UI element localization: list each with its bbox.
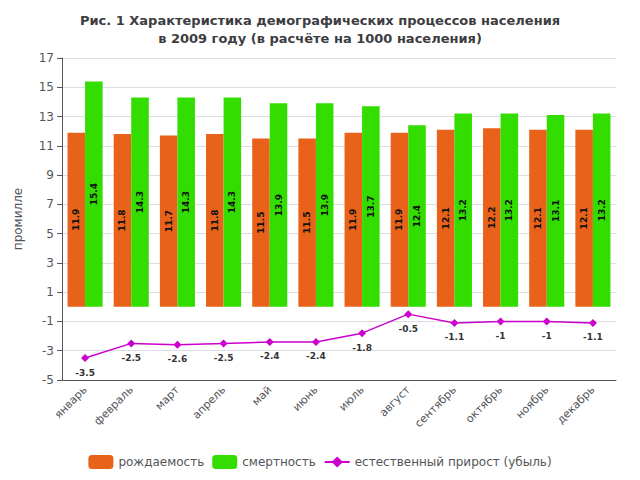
svg-text:14.3: 14.3 (227, 191, 237, 213)
svg-text:апрель: апрель (190, 383, 228, 421)
svg-text:11.5: 11.5 (302, 212, 312, 234)
svg-text:март: март (153, 383, 183, 413)
svg-text:-1: -1 (542, 331, 552, 341)
svg-text:смертность: смертность (242, 455, 315, 469)
svg-text:-2.4: -2.4 (260, 351, 280, 361)
svg-text:13.9: 13.9 (320, 194, 330, 216)
svg-text:12.2: 12.2 (487, 206, 497, 228)
svg-text:ноябрь: ноябрь (513, 383, 551, 421)
svg-text:промилле: промилле (11, 188, 25, 250)
svg-text:-3: -3 (42, 344, 54, 358)
svg-text:-0.5: -0.5 (398, 324, 418, 334)
svg-text:11.9: 11.9 (348, 209, 358, 231)
svg-text:11.8: 11.8 (210, 209, 220, 231)
svg-text:14.3: 14.3 (135, 191, 145, 213)
svg-text:июнь: июнь (290, 383, 320, 413)
svg-text:3: 3 (46, 256, 54, 270)
svg-text:11.9: 11.9 (71, 209, 81, 231)
svg-text:5: 5 (46, 227, 54, 241)
svg-text:рождаемость: рождаемость (118, 455, 204, 469)
svg-text:сентябрь: сентябрь (412, 383, 459, 430)
svg-text:-1.1: -1.1 (445, 332, 465, 342)
svg-text:в 2009 году (в расчёте на 1000: в 2009 году (в расчёте на 1000 населения… (158, 31, 482, 46)
svg-text:13.2: 13.2 (597, 199, 607, 221)
svg-text:май: май (249, 383, 274, 408)
svg-text:12.1: 12.1 (533, 207, 543, 229)
svg-text:12.1: 12.1 (441, 207, 451, 229)
svg-text:-3.5: -3.5 (75, 368, 95, 378)
svg-text:11.9: 11.9 (394, 209, 404, 231)
svg-text:11.8: 11.8 (117, 209, 127, 231)
svg-text:11.5: 11.5 (256, 212, 266, 234)
svg-text:февраль: февраль (91, 383, 135, 427)
svg-text:13.2: 13.2 (458, 199, 468, 221)
svg-text:15.4: 15.4 (89, 183, 99, 205)
svg-text:13.9: 13.9 (274, 194, 284, 216)
svg-text:-2.4: -2.4 (306, 351, 326, 361)
svg-text:13: 13 (39, 110, 54, 124)
svg-text:11: 11 (39, 139, 54, 153)
svg-text:13.7: 13.7 (366, 195, 376, 217)
svg-text:декабрь: декабрь (554, 383, 597, 426)
svg-text:-2.6: -2.6 (168, 354, 188, 364)
svg-text:-1: -1 (496, 331, 506, 341)
svg-text:13.1: 13.1 (551, 200, 561, 222)
svg-text:-1: -1 (42, 314, 54, 328)
svg-text:-2.5: -2.5 (214, 353, 234, 363)
svg-text:-1.8: -1.8 (352, 343, 372, 353)
svg-text:12.4: 12.4 (412, 205, 422, 227)
svg-text:июль: июль (336, 383, 366, 413)
svg-text:январь: январь (52, 383, 90, 421)
svg-text:17: 17 (39, 51, 54, 65)
svg-text:7: 7 (46, 197, 54, 211)
svg-text:9: 9 (46, 168, 54, 182)
svg-text:1: 1 (46, 285, 54, 299)
svg-text:14.3: 14.3 (181, 191, 191, 213)
svg-text:12.1: 12.1 (579, 207, 589, 229)
svg-text:13.2: 13.2 (504, 199, 514, 221)
svg-text:естественный прирост (убыль): естественный прирост (убыль) (355, 455, 552, 469)
svg-text:15: 15 (39, 80, 54, 94)
svg-text:-5: -5 (42, 373, 54, 387)
svg-text:октябрь: октябрь (463, 383, 505, 425)
svg-text:-2.5: -2.5 (121, 353, 141, 363)
svg-text:-1.1: -1.1 (583, 332, 603, 342)
svg-text:август: август (377, 383, 413, 419)
svg-text:Рис. 1 Характеристика демограф: Рис. 1 Характеристика демографических пр… (80, 13, 560, 28)
svg-text:11.7: 11.7 (164, 210, 174, 232)
